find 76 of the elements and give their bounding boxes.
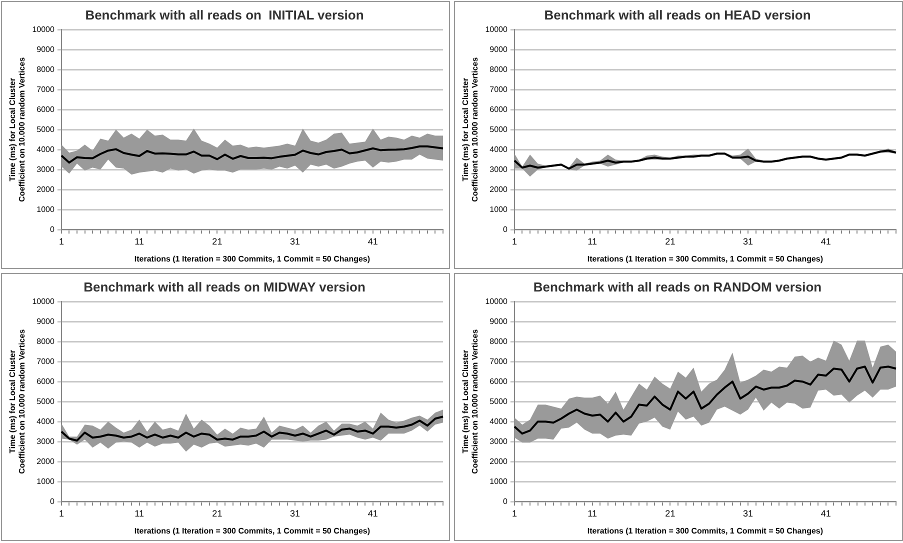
x-tick-label: 11	[588, 236, 597, 246]
y-tick-label: 5000	[36, 396, 55, 406]
y-tick-label: 7000	[36, 356, 55, 366]
y-tick-label: 1000	[36, 476, 55, 486]
x-tick-label: 31	[290, 508, 300, 518]
x-tick-label: 11	[134, 236, 144, 246]
y-tick-label: 6000	[490, 376, 508, 386]
x-tick-label: 21	[665, 236, 676, 246]
y-tick-label: 9000	[490, 316, 508, 326]
y-tick-label: 3000	[490, 164, 508, 174]
x-tick-label: 1	[512, 236, 517, 246]
chart-title: Benchmark with all reads on HEAD version	[544, 7, 811, 22]
x-axis-title: Iterations (1 Iteration = 300 Commits, 1 Commit = 50 Changes)	[587, 254, 824, 264]
y-tick-label: 5000	[490, 124, 508, 134]
y-tick-label: 10000	[485, 296, 508, 306]
x-tick-label: 21	[212, 236, 222, 246]
y-tick-label: 2000	[36, 184, 55, 194]
chart-title: Benchmark with all reads on MIDWAY version	[84, 279, 366, 294]
y-tick-label: 4000	[490, 144, 508, 154]
y-tick-label: 10000	[32, 296, 55, 306]
y-tick-label: 3000	[36, 436, 55, 446]
y-tick-label: 3000	[490, 436, 508, 446]
y-tick-label: 0	[50, 496, 55, 506]
y-tick-label: 5000	[36, 124, 55, 134]
y-tick-label: 2000	[36, 456, 55, 466]
y-tick-label: 9000	[490, 44, 508, 54]
y-tick-label: 4000	[36, 416, 55, 426]
y-tick-label: 9000	[36, 316, 55, 326]
x-tick-label: 1	[512, 508, 517, 518]
x-tick-label: 41	[820, 508, 831, 518]
y-tick-label: 0	[502, 224, 508, 234]
x-tick-label: 41	[820, 236, 831, 246]
x-tick-label: 31	[743, 508, 754, 518]
x-tick-label: 1	[58, 508, 64, 518]
y-tick-label: 3000	[36, 164, 55, 174]
y-axis-title: Time (ms) for Local Cluster Coefficient on 10.000 random Vertices	[8, 328, 27, 474]
y-tick-label: 8000	[490, 64, 508, 74]
y-axis-title: Time (ms) for Local Cluster Coefficient on 10.000 random Vertices	[461, 328, 480, 474]
y-tick-label: 2000	[490, 184, 508, 194]
x-axis-title: Iterations (1 Iteration = 300 Commits, 1 Commit = 50 Changes)	[134, 526, 370, 536]
x-tick-label: 11	[134, 508, 144, 518]
y-tick-label: 6000	[36, 104, 55, 114]
y-tick-label: 10000	[485, 24, 508, 34]
y-tick-label: 1000	[36, 204, 55, 214]
y-tick-label: 0	[50, 224, 55, 234]
y-tick-label: 8000	[490, 336, 508, 346]
y-tick-label: 10000	[32, 24, 55, 34]
x-tick-label: 11	[588, 508, 597, 518]
x-axis-title: Iterations (1 Iteration = 300 Commits, 1 Commit = 50 Changes)	[134, 254, 370, 264]
y-axis-title: Time (ms) for Local Cluster Coefficient on 10.000 random Vertices	[8, 56, 27, 202]
chart-title: Benchmark with all reads on RANDOM version	[533, 279, 822, 294]
x-tick-label: 21	[665, 508, 676, 518]
x-axis-title: Iterations (1 Iteration = 300 Commits, 1 Commit = 50 Changes)	[587, 526, 824, 536]
y-tick-label: 6000	[36, 376, 55, 386]
chart-title: Benchmark with all reads on INITIAL version	[85, 7, 364, 22]
y-tick-label: 4000	[490, 416, 508, 426]
x-tick-label: 31	[743, 236, 754, 246]
y-tick-label: 7000	[36, 84, 55, 94]
y-tick-label: 7000	[490, 356, 508, 366]
y-tick-label: 9000	[36, 44, 55, 54]
y-tick-label: 5000	[490, 396, 508, 406]
y-tick-label: 2000	[490, 456, 508, 466]
y-tick-label: 6000	[490, 104, 508, 114]
y-tick-label: 0	[502, 496, 508, 506]
y-tick-label: 4000	[36, 144, 55, 154]
y-tick-label: 7000	[490, 84, 508, 94]
y-tick-label: 8000	[36, 64, 55, 74]
y-tick-label: 1000	[490, 204, 508, 214]
x-tick-label: 31	[290, 236, 300, 246]
y-tick-label: 1000	[490, 476, 508, 486]
x-tick-label: 41	[368, 508, 378, 518]
y-axis-title: Time (ms) for Local Cluster Coefficient on 10.000 random Vertices	[461, 56, 480, 202]
x-tick-label: 1	[58, 236, 64, 246]
y-tick-label: 8000	[36, 336, 55, 346]
x-tick-label: 41	[368, 236, 378, 246]
x-tick-label: 21	[212, 508, 222, 518]
